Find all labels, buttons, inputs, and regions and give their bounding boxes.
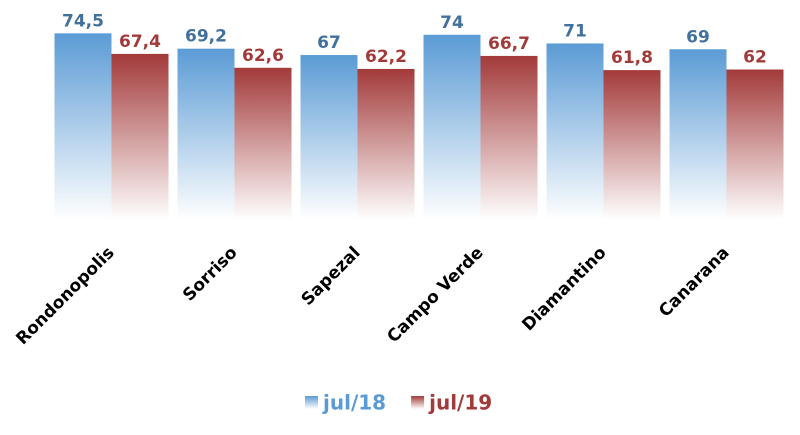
x-tick-label: Sorriso [179,243,241,305]
x-tick-label: Diamantino [518,243,610,335]
bar [480,55,538,220]
bar [177,48,235,220]
legend-swatch [305,396,318,409]
bar [726,69,784,220]
bar [300,55,358,220]
bar [54,33,112,220]
x-tick-label: Campo Verde [383,243,487,347]
bar [234,67,292,221]
value-label: 74 [440,13,464,33]
value-label: 69,2 [185,27,227,47]
bar [111,53,169,220]
x-tick-label: Sapezal [298,243,365,310]
value-label: 67,4 [119,32,161,52]
legend-swatch [411,396,425,409]
bar [357,68,415,220]
x-tick-label: Canarana [655,243,733,321]
value-label: 62,2 [365,47,407,67]
value-label: 62 [743,48,767,68]
bar [423,34,481,221]
bar [546,43,604,220]
value-label: 66,7 [488,34,530,54]
bar [603,70,661,221]
x-tick-label: Rondonopolis [12,243,118,349]
legend-label: jul/19 [428,391,492,415]
bar [669,49,727,221]
legend-label: jul/18 [322,391,386,415]
value-label: 67 [317,33,341,53]
value-label: 69 [686,27,710,47]
value-label: 71 [563,21,587,41]
value-label: 61,8 [611,48,653,68]
value-label: 74,5 [62,11,104,31]
value-label: 62,6 [242,46,284,66]
